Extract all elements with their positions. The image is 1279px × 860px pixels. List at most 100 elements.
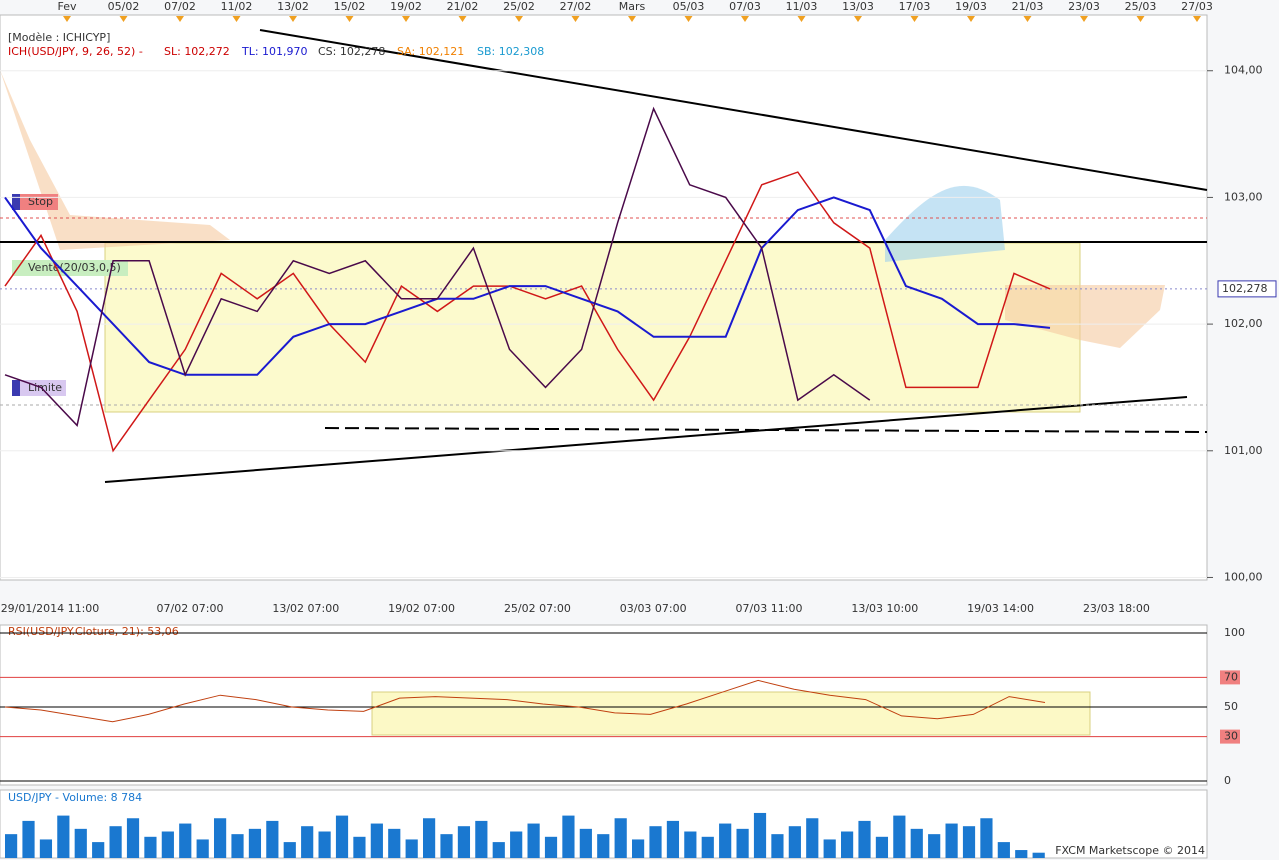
time-axis-label: 03/03 07:00: [620, 602, 687, 615]
volume-bar: [440, 834, 453, 858]
top-axis-marker: [345, 16, 354, 22]
volume-bar: [161, 831, 174, 858]
volume-bar: [5, 834, 18, 858]
range-box: [104, 242, 1081, 413]
tl-label: TL: 101,970: [241, 45, 308, 58]
volume-bar: [231, 834, 244, 858]
volume-bar: [701, 836, 714, 858]
volume-bar: [248, 828, 262, 858]
volume-bar: [614, 818, 627, 858]
top-axis-label: 15/02: [334, 0, 366, 13]
top-axis-label: 13/02: [277, 0, 309, 13]
last-price-label: 102,278: [1222, 282, 1268, 295]
volume-bar: [144, 836, 157, 858]
top-axis-marker: [1136, 16, 1145, 22]
top-axis-label: Mars: [619, 0, 646, 13]
volume-bar: [544, 836, 558, 858]
stop-marker[interactable]: [12, 194, 58, 210]
volume-bar: [527, 823, 540, 858]
top-axis-marker: [289, 16, 297, 22]
entry-marker[interactable]: [12, 260, 128, 276]
top-axis-marker: [119, 16, 128, 22]
top-axis-label: 05/03: [673, 0, 705, 13]
price-line: [4, 106, 871, 427]
top-axis-label: 23/03: [1068, 0, 1100, 13]
limit-handle[interactable]: [12, 380, 20, 396]
price-line: [4, 196, 1051, 376]
top-axis-label: 21/02: [447, 0, 479, 13]
top-axis-marker: [1080, 16, 1088, 22]
sl-label: SL: 102,272: [164, 45, 230, 58]
volume-bar: [684, 831, 697, 858]
last-price-box: [1217, 280, 1277, 298]
volume-bar: [510, 831, 523, 858]
volume-bar: [318, 831, 331, 858]
top-axis-marker: [458, 16, 467, 22]
limit-marker[interactable]: [12, 380, 66, 396]
volume-bar: [910, 828, 923, 858]
top-axis-label: 05/02: [108, 0, 140, 13]
volume-bar: [457, 826, 471, 858]
time-axis-label: 07/02 07:00: [157, 602, 224, 615]
top-axis-marker: [797, 16, 806, 22]
volume-bar: [301, 826, 314, 858]
volume-bar: [788, 826, 801, 858]
y-tick-label: 100: [1224, 626, 1245, 639]
volume-bar: [196, 839, 209, 858]
y-tick-label: 70: [1224, 670, 1238, 683]
top-axis-marker: [628, 16, 636, 22]
volume-bar: [126, 818, 140, 858]
top-axis-marker: [684, 16, 693, 22]
level-box: [1220, 729, 1240, 744]
top-axis-marker: [571, 16, 580, 22]
trend-line: [104, 396, 1188, 483]
volume-bar: [335, 815, 349, 858]
top-axis-marker: [176, 16, 184, 22]
top-axis-marker: [854, 16, 862, 22]
volume-bar: [771, 834, 784, 858]
stop-label: Stop: [28, 195, 53, 208]
time-axis-label: 23/03 18:00: [1083, 602, 1150, 615]
time-axis-label: 29/01/2014 11:00: [1, 602, 100, 615]
stop-handle[interactable]: [12, 194, 20, 210]
time-axis-label: 13/02 07:00: [272, 602, 339, 615]
rsi-title: RSI(USD/JPY.Cloture, 21): 53,06: [8, 625, 179, 638]
volume-bar: [858, 820, 871, 858]
volume-bar: [649, 826, 662, 858]
volume-bar: [753, 812, 767, 858]
volume-bar: [92, 842, 105, 858]
volume-bar: [492, 842, 505, 858]
volume-bar: [893, 815, 906, 858]
volume-bar: [875, 836, 889, 858]
volume-bar: [666, 820, 680, 858]
y-tick-label: 100,00: [1224, 570, 1263, 583]
volume-bar: [283, 842, 296, 858]
y-tick-label: 101,00: [1224, 444, 1263, 457]
top-axis-label: 11/02: [221, 0, 253, 13]
top-axis-marker: [402, 16, 410, 22]
volume-title: USD/JPY - Volume: 8 784: [8, 791, 142, 804]
volume-bar: [214, 818, 227, 858]
top-axis-marker: [1023, 16, 1032, 22]
y-tick-label: 103,00: [1224, 190, 1263, 203]
top-axis-label: 25/03: [1125, 0, 1157, 13]
volume-bar: [945, 823, 958, 858]
entry-label: Vente(20/03,0,5): [28, 261, 121, 274]
volume-bar: [475, 820, 488, 858]
time-axis-label: 07/03 11:00: [736, 602, 803, 615]
top-axis-marker: [910, 16, 919, 22]
y-tick-label: 30: [1224, 730, 1238, 743]
top-axis-label: 27/03: [1181, 0, 1213, 13]
cs-label: CS: 102,278: [318, 45, 385, 58]
volume-bar: [928, 834, 941, 858]
top-axis-marker: [63, 16, 71, 22]
volume-bar: [719, 823, 732, 858]
volume-bar: [57, 815, 70, 858]
volume-bar: [962, 826, 976, 858]
top-axis-marker: [741, 16, 749, 22]
top-axis-marker: [967, 16, 975, 22]
volume-bar: [405, 839, 418, 858]
volume-bar: [39, 839, 53, 858]
volume-bar: [22, 820, 35, 858]
